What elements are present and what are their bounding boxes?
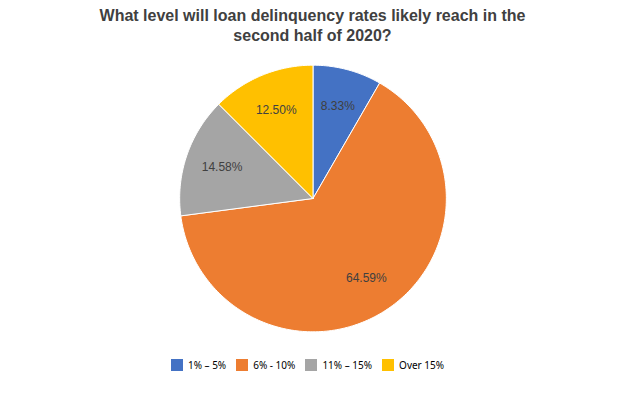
html-text:6% - 10%: 6% - 10% [253,357,296,372]
svg-text:12.50%: 12.50% [256,103,297,117]
html-text:Over 15%: Over 15% [399,357,445,372]
html-text:11% – 15%: 11% – 15% [322,357,373,372]
svg-text:14.58%: 14.58% [202,160,243,174]
html-text:1% – 5%: 1% – 5% [187,357,227,372]
html-text:What level will loan delinquen: What level will loan delinquency rates l… [99,7,526,44]
svg-text:64.59%: 64.59% [346,271,387,285]
svg-text:8.33%: 8.33% [321,99,355,113]
